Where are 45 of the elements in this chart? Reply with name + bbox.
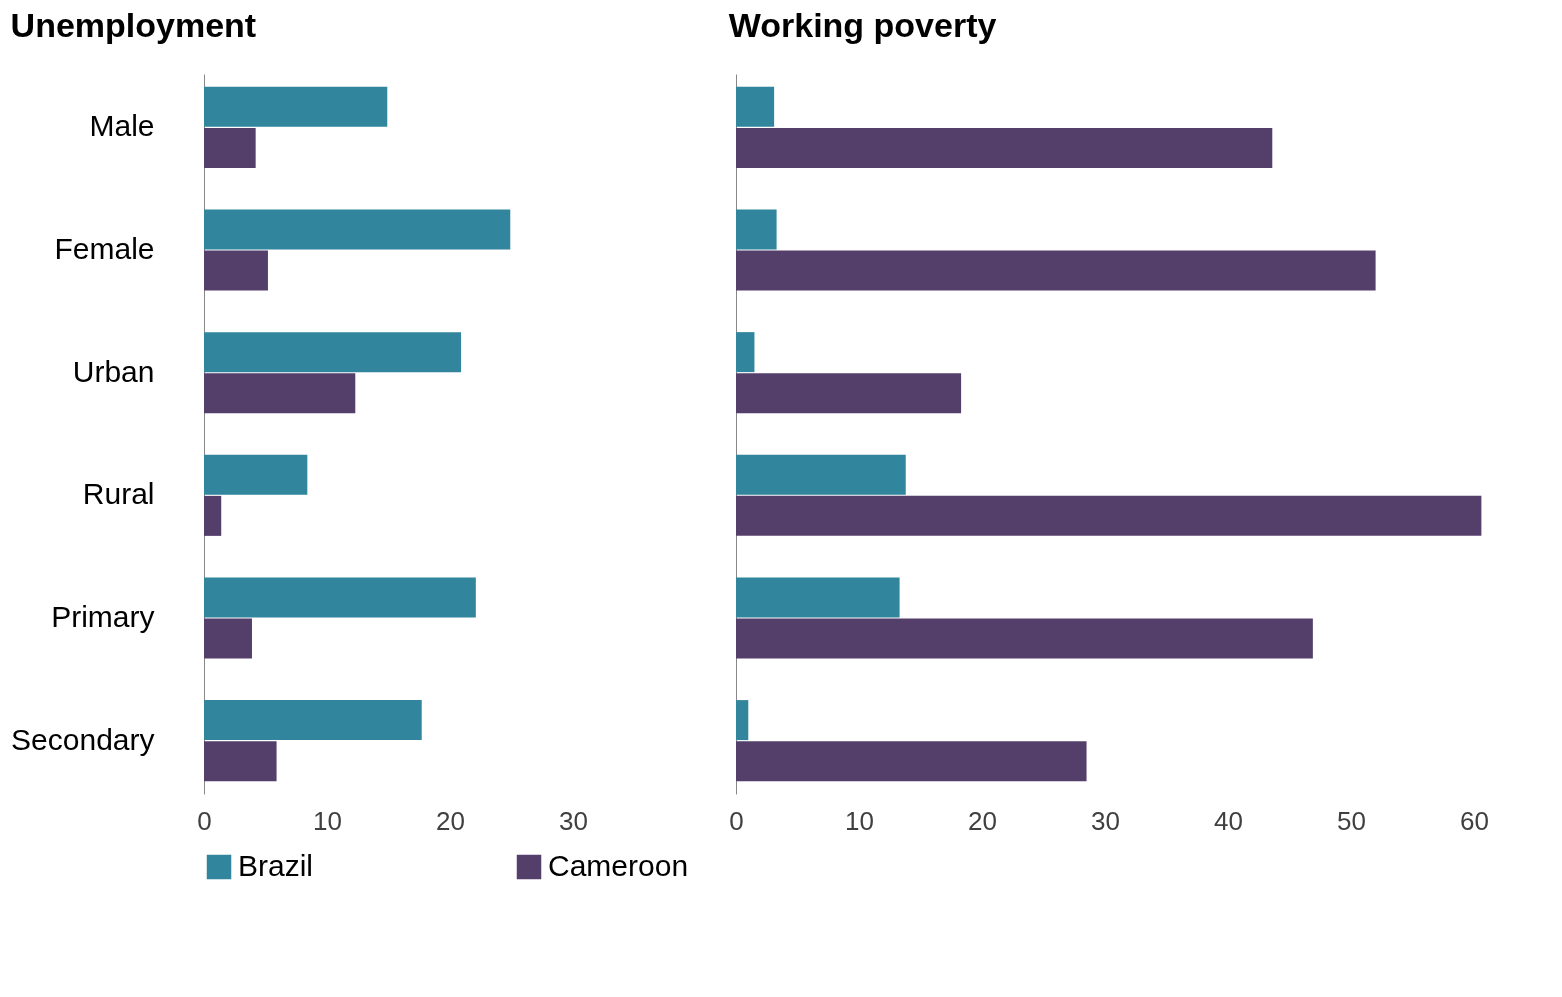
bar bbox=[204, 618, 252, 659]
chart-title: Unemployment bbox=[10, 6, 257, 44]
chart-title: Working poverty bbox=[728, 6, 997, 44]
bar bbox=[204, 86, 388, 127]
bar bbox=[204, 127, 256, 168]
legend-label: Cameroon bbox=[548, 849, 689, 882]
bar bbox=[736, 577, 900, 618]
bar bbox=[736, 618, 1313, 659]
bar bbox=[736, 700, 749, 741]
bar bbox=[204, 332, 462, 373]
bar bbox=[204, 373, 356, 414]
bar bbox=[204, 495, 222, 536]
bar bbox=[736, 86, 775, 127]
bar bbox=[204, 741, 277, 782]
bar bbox=[736, 373, 962, 414]
x-tick-label: 60 bbox=[1460, 805, 1489, 836]
bar bbox=[736, 250, 1376, 291]
y-tick-label: Urban bbox=[72, 354, 155, 388]
x-tick-label: 10 bbox=[313, 805, 342, 836]
bar bbox=[736, 741, 1087, 782]
y-tick-label: Rural bbox=[82, 477, 155, 511]
bar bbox=[204, 700, 422, 741]
bar bbox=[736, 495, 1482, 536]
bar bbox=[736, 127, 1273, 168]
bar bbox=[204, 209, 511, 250]
bar bbox=[204, 250, 268, 291]
y-tick-label: Secondary bbox=[11, 722, 155, 756]
y-tick-label: Primary bbox=[51, 599, 155, 633]
x-tick-label: 40 bbox=[1214, 805, 1243, 836]
x-tick-label: 10 bbox=[845, 805, 874, 836]
bar bbox=[204, 577, 476, 618]
y-tick-label: Male bbox=[89, 109, 155, 143]
legend-label: Brazil bbox=[238, 849, 314, 882]
x-tick-label: 0 bbox=[729, 805, 744, 836]
bar bbox=[736, 332, 755, 373]
x-tick-label: 50 bbox=[1337, 805, 1366, 836]
x-tick-label: 30 bbox=[1091, 805, 1120, 836]
x-tick-label: 20 bbox=[436, 805, 465, 836]
bar bbox=[736, 454, 906, 495]
x-tick-label: 20 bbox=[968, 805, 997, 836]
x-tick-label: 30 bbox=[559, 805, 588, 836]
y-tick-label: Female bbox=[54, 232, 155, 266]
bar bbox=[204, 454, 308, 495]
x-tick-label: 0 bbox=[197, 805, 212, 836]
bar bbox=[736, 209, 777, 250]
